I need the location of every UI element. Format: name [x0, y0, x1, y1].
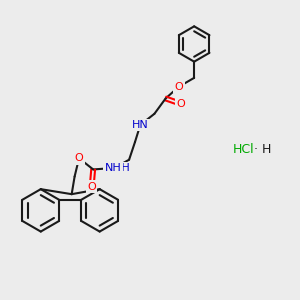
Text: HN: HN: [132, 120, 149, 130]
Text: HCl: HCl: [232, 143, 254, 157]
Text: O: O: [87, 182, 96, 191]
Text: · H: · H: [250, 143, 271, 157]
Text: NH: NH: [114, 163, 131, 173]
Text: NH: NH: [104, 163, 121, 173]
Text: O: O: [175, 82, 183, 92]
Text: O: O: [75, 153, 83, 163]
Text: O: O: [176, 99, 185, 109]
